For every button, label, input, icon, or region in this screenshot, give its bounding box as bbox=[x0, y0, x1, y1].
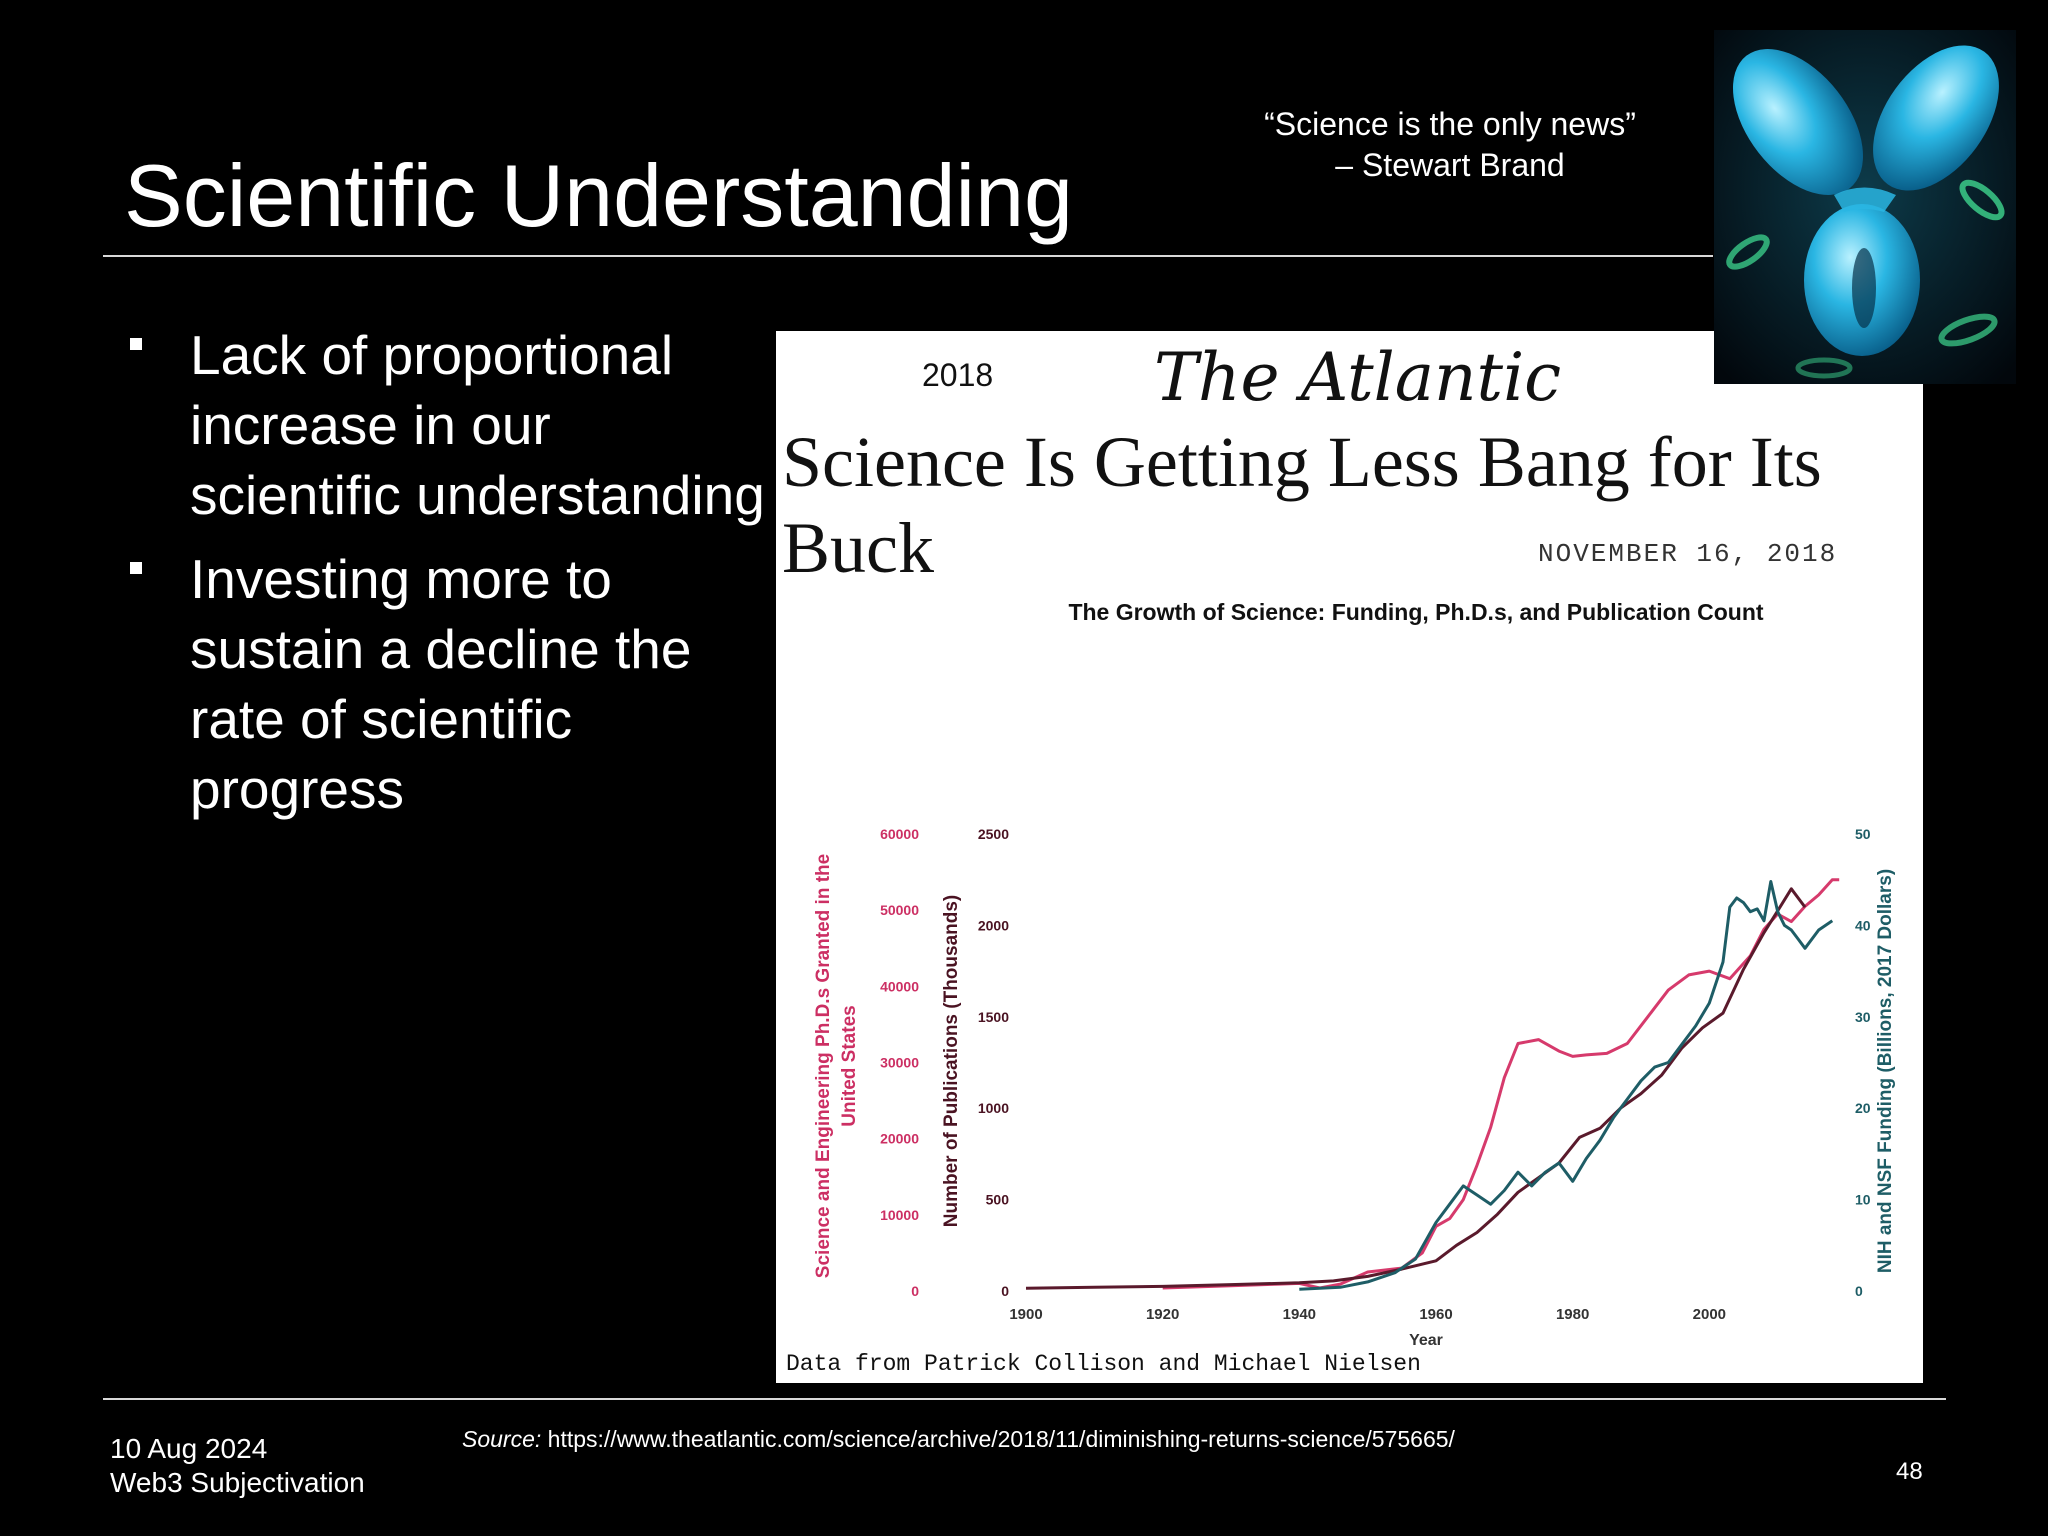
data-credit: Data from Patrick Collison and Michael N… bbox=[786, 1351, 1421, 1377]
x-axis-label: Year bbox=[1409, 1332, 1443, 1349]
bullet-list: Lack of proportional increase in our sci… bbox=[126, 320, 766, 838]
antibody-protein-icon bbox=[1714, 30, 2016, 384]
y-tick-label-funding: 50 bbox=[1855, 826, 1871, 842]
y-axis-label-funding: NIH and NSF Funding (Billions, 2017 Doll… bbox=[1875, 869, 1896, 1273]
quote: “Science is the only news” – Stewart Bra… bbox=[1190, 104, 1710, 186]
y-axis-label-pubs: Number of Publications (Thousands) bbox=[941, 895, 962, 1228]
x-tick-label: 1980 bbox=[1556, 1306, 1589, 1323]
square-bullet-icon bbox=[130, 562, 142, 574]
article-date: NOVEMBER 16, 2018 bbox=[1538, 539, 1838, 569]
source-url: https://www.theatlantic.com/science/arch… bbox=[547, 1426, 1455, 1452]
y-axis-label-phd-line2: United States bbox=[839, 1005, 860, 1126]
y-tick-label-funding: 40 bbox=[1855, 917, 1871, 933]
x-tick-label: 1940 bbox=[1283, 1306, 1316, 1323]
x-tick-label: 1900 bbox=[1009, 1306, 1042, 1323]
series-line-funding bbox=[1299, 880, 1834, 1291]
y-tick-label-phd: 30000 bbox=[880, 1055, 919, 1071]
chart-title: The Growth of Science: Funding, Ph.D.s, … bbox=[1068, 599, 1763, 625]
article-screenshot: 2018 The Atlantic Science Is Getting Les… bbox=[776, 331, 1923, 1383]
y-tick-label-funding: 0 bbox=[1855, 1283, 1863, 1299]
y-tick-label-pubs: 2000 bbox=[978, 917, 1009, 933]
series-line-pubs bbox=[1025, 887, 1807, 1290]
chart-marks: 1900 1920 1940 1960 1980 2000Year010000200003… bbox=[813, 826, 1896, 1349]
source-citation: Source: https://www.theatlantic.com/scie… bbox=[462, 1426, 1455, 1453]
x-tick-label: 1920 bbox=[1146, 1306, 1179, 1323]
year-label: 2018 bbox=[922, 357, 994, 393]
y-tick-label-pubs: 500 bbox=[986, 1192, 1010, 1208]
bullet-text: Investing more to sustain a decline the … bbox=[190, 548, 692, 820]
page-number: 48 bbox=[1896, 1458, 1923, 1485]
title-divider bbox=[103, 255, 1713, 257]
y-axis-label-phd-line1: Science and Engineering Ph.D.s Granted i… bbox=[813, 854, 834, 1278]
y-tick-label-phd: 40000 bbox=[880, 978, 919, 994]
y-tick-label-phd: 50000 bbox=[880, 902, 919, 918]
y-tick-label-phd: 60000 bbox=[880, 826, 919, 842]
article-headline: Science Is Getting Less Bang for Its Buc… bbox=[782, 422, 1822, 588]
y-tick-label-funding: 20 bbox=[1855, 1100, 1871, 1116]
quote-text: “Science is the only news” bbox=[1264, 106, 1636, 142]
series-line-phd bbox=[1162, 878, 1840, 1290]
quote-author: – Stewart Brand bbox=[1335, 147, 1565, 183]
magazine-logo: The Atlantic bbox=[1154, 339, 1562, 416]
growth-chart: The Growth of Science: Funding, Ph.D.s, … bbox=[813, 599, 1896, 1349]
y-tick-label-phd: 10000 bbox=[880, 1207, 919, 1223]
footer-divider bbox=[103, 1398, 1946, 1400]
square-bullet-icon bbox=[130, 338, 142, 350]
y-tick-label-funding: 30 bbox=[1855, 1009, 1871, 1025]
y-tick-label-pubs: 0 bbox=[1001, 1283, 1009, 1299]
y-tick-label-pubs: 1500 bbox=[978, 1009, 1009, 1025]
footer-presentation-name: Web3 Subjectivation bbox=[110, 1467, 365, 1498]
y-tick-label-phd: 20000 bbox=[880, 1131, 919, 1147]
y-tick-label-pubs: 1000 bbox=[978, 1100, 1009, 1116]
x-tick-label: 2000 bbox=[1693, 1306, 1726, 1323]
footer-date: 10 Aug 2024 bbox=[110, 1433, 268, 1464]
y-tick-label-phd: 0 bbox=[911, 1283, 919, 1299]
slide-title: Scientific Understanding bbox=[124, 146, 1073, 245]
source-label: Source: bbox=[462, 1426, 542, 1452]
x-tick-label: 1960 bbox=[1419, 1306, 1452, 1323]
antibody-image bbox=[1714, 30, 2016, 384]
bullet-item: Investing more to sustain a decline the … bbox=[126, 544, 766, 824]
y-tick-label-pubs: 2500 bbox=[978, 826, 1009, 842]
bullet-item: Lack of proportional increase in our sci… bbox=[126, 320, 766, 530]
y-tick-label-funding: 10 bbox=[1855, 1192, 1871, 1208]
bullet-text: Lack of proportional increase in our sci… bbox=[190, 324, 765, 526]
